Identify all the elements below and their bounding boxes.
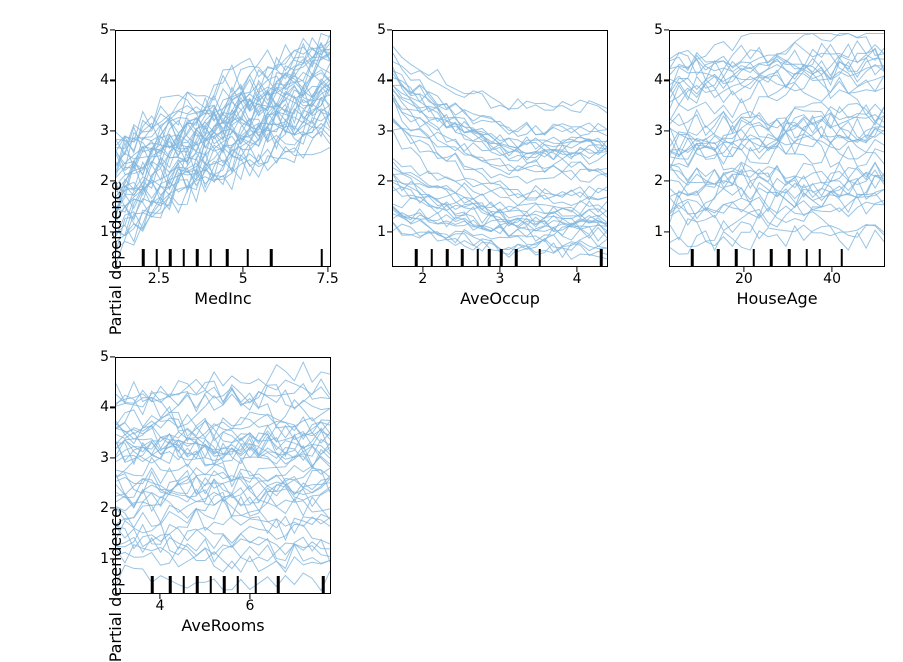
xtick-label: 40 [823,267,841,287]
ytick-label: 4 [356,72,392,88]
ytick-label: 1 [633,224,669,240]
rug-mark [500,249,503,266]
ice-line [116,508,330,533]
rug-mark [277,576,280,593]
ytick-label: 4 [79,399,115,415]
ytick-label: 4 [633,72,669,88]
ice-lines-houseage [670,31,884,266]
ytick-label: 2 [356,173,392,189]
rug-mark [254,576,257,593]
rug-mark [151,576,154,593]
rug-mark [788,249,791,266]
ice-lines-medinc [116,31,330,266]
rug-mark [322,576,325,593]
ytick-label: 3 [79,450,115,466]
xlabel-medinc: MedInc [194,267,251,308]
ytick-label: 1 [356,224,392,240]
rug-mark [841,249,844,266]
rug-mark [196,576,199,593]
panel-aveoccup: 12345 234 AveOccup [392,30,608,267]
xlabel-houseage: HouseAge [736,267,817,308]
rug-mark [538,249,541,266]
ice-line [670,116,884,159]
rug-mark [169,249,172,266]
ytick-label: 2 [633,173,669,189]
rug-mark [182,249,185,266]
xtick-label: 7.5 [316,267,338,287]
panel-averooms: 12345 46 Partial dependence AveRooms [115,357,331,594]
axes-medinc [115,30,331,267]
rug-mark [600,249,603,266]
rug-mark [142,249,145,266]
ice-line [116,545,330,569]
rug-mark [209,576,212,593]
rug-mark [155,249,158,266]
xlabel-aveoccup: AveOccup [460,267,540,308]
rug-mark [196,249,199,266]
rug-mark [477,249,480,266]
ice-line [393,47,607,113]
ice-line [670,108,884,156]
rug-mark [182,576,185,593]
ice-line [116,57,330,251]
ytick-label: 4 [79,72,115,88]
rug-mark [223,576,226,593]
axes-aveoccup [392,30,608,267]
ytick-label: 5 [79,349,115,365]
rug-mark [270,249,273,266]
rug-mark [415,249,418,266]
ytick-label: 5 [633,22,669,38]
xlabel-averooms: AveRooms [181,594,264,635]
rug-mark [169,576,172,593]
rug-mark [753,249,756,266]
ytick-label: 5 [79,22,115,38]
rug-mark [246,249,249,266]
figure: 12345 2.557.5 Partial dependence MedInc … [0,0,903,654]
rug-mark [226,249,229,266]
ice-line [116,545,330,572]
ice-line [393,128,607,200]
rug-mark [770,249,773,266]
rug-mark [430,249,433,266]
xtick-label: 2.5 [148,267,170,287]
rug-mark [236,576,239,593]
rug-mark [819,249,822,266]
ice-lines-averooms [116,358,330,593]
xtick-label: 4 [573,267,582,287]
rug-mark [209,249,212,266]
rug-mark [488,249,491,266]
panel-houseage: 12345 2040 HouseAge [669,30,885,267]
ytick-label: 3 [356,123,392,139]
rug-mark [805,249,808,266]
rug-mark [691,249,694,266]
ylabel-medinc: Partial dependence [106,149,125,335]
rug-mark [446,249,449,266]
rug-mark [321,249,324,266]
rug-mark [515,249,518,266]
ytick-label: 3 [633,123,669,139]
ice-lines-aveoccup [393,31,607,266]
ice-line [670,219,884,241]
axes-averooms [115,357,331,594]
xtick-label: 4 [156,594,165,614]
rug-mark [735,249,738,266]
rug-mark [461,249,464,266]
ice-line [393,208,607,234]
panel-medinc: 12345 2.557.5 Partial dependence MedInc [115,30,331,267]
ytick-label: 3 [79,123,115,139]
axes-houseage [669,30,885,267]
rug-mark [717,249,720,266]
ytick-label: 5 [356,22,392,38]
xtick-label: 2 [418,267,427,287]
ylabel-averooms: Partial dependence [106,476,125,662]
